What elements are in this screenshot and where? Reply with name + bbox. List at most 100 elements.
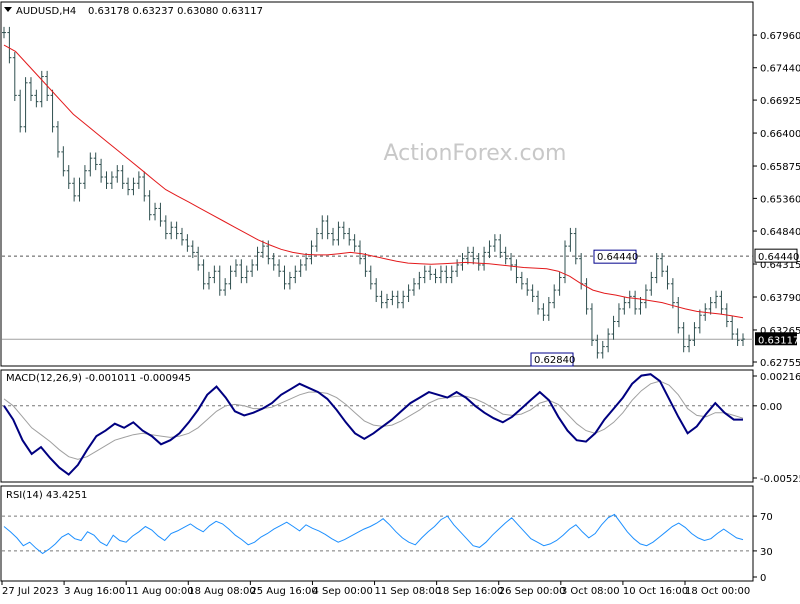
price-ohlc-text: 0.63178 0.63237 0.63080 0.63117: [88, 6, 263, 17]
rsi-ytick-label: 30: [760, 547, 773, 558]
price-bar: [217, 265, 222, 296]
price-bar: [546, 296, 551, 321]
price-bar: [174, 221, 179, 240]
price-bar: [552, 284, 557, 309]
price-bar: [595, 334, 600, 359]
price-bar: [616, 303, 621, 328]
price-bar: [741, 333, 745, 346]
x-tick-label: 11 Sep 08:00: [375, 586, 442, 597]
resistance-axis-box: [754, 248, 798, 263]
price-bar: [665, 265, 670, 290]
price-bar: [2, 26, 6, 39]
price-bar: [681, 322, 686, 353]
price-bar: [428, 265, 433, 281]
price-bar: [158, 202, 163, 227]
price-bar: [530, 284, 535, 303]
price-bar: [406, 284, 411, 303]
price-bar: [606, 328, 611, 353]
price-bar: [676, 296, 681, 334]
x-tick-label: 25 Aug 16:00: [250, 586, 317, 597]
price-bar: [358, 240, 363, 265]
price-bar: [422, 265, 427, 284]
price-bar: [93, 152, 98, 171]
price-bar: [611, 315, 616, 340]
price-bar: [622, 296, 627, 315]
price-bar: [503, 246, 508, 265]
price-bar: [379, 290, 384, 309]
price-bar: [131, 177, 136, 196]
price-bar: [126, 177, 131, 196]
price-bar: [643, 284, 648, 309]
price-ytick-label: 0.67440: [760, 64, 800, 75]
price-bar: [320, 215, 325, 240]
x-tick-label: 10 Oct 16:00: [623, 586, 688, 597]
price-bar: [77, 177, 82, 202]
price-bar: [88, 152, 93, 177]
price-bar: [309, 240, 314, 265]
price-bar: [190, 240, 195, 259]
price-bar: [471, 246, 476, 265]
macd-panel-title: MACD(12,26,9) -0.001011 -0.000945: [6, 373, 191, 384]
price-bar: [697, 309, 702, 334]
price-bar: [541, 303, 546, 321]
price-bar: [633, 290, 638, 315]
price-bar: [455, 259, 460, 277]
price-bar: [12, 52, 17, 102]
price-bar: [336, 221, 341, 246]
price-bar: [341, 221, 346, 240]
x-tick-label: 11 Aug 00:00: [126, 586, 193, 597]
price-bar: [433, 268, 438, 284]
price-bar: [196, 246, 201, 271]
price-bar: [654, 253, 659, 284]
resistance-annotation-box: [593, 249, 637, 264]
price-bar: [180, 227, 185, 246]
price-bar: [250, 259, 255, 277]
price-bar: [255, 246, 260, 271]
price-bar: [735, 328, 740, 346]
macd-layer: [2, 373, 753, 476]
price-bar: [568, 227, 573, 252]
price-bar: [498, 234, 503, 259]
price-bar: [719, 290, 724, 315]
rsi-panel-frame: [0, 485, 754, 582]
price-bar: [417, 271, 422, 290]
price-bar: [411, 278, 416, 296]
price-bar: [476, 253, 481, 271]
macd-main-line: [3, 373, 743, 476]
price-bar: [368, 265, 373, 290]
rsi-ytick-label: 70: [760, 512, 773, 523]
price-bar: [28, 77, 33, 102]
price-bar: [390, 290, 395, 306]
price-bar: [730, 315, 735, 340]
price-bar: [244, 265, 249, 284]
price-ytick-label: 0.63265: [760, 326, 800, 337]
price-bar: [536, 290, 541, 315]
price-bar: [525, 278, 530, 296]
macd-ytick-label: -0.00525: [760, 474, 800, 485]
x-tick-label: 18 Aug 08:00: [188, 586, 255, 597]
price-bar: [395, 290, 400, 309]
x-tick-label: 4 Sep 00:00: [312, 586, 372, 597]
x-tick-label: 3 Aug 16:00: [64, 586, 125, 597]
price-bar: [557, 271, 562, 296]
price-bar: [239, 259, 244, 284]
chevron-down-icon[interactable]: [4, 7, 12, 12]
price-bar: [692, 322, 697, 346]
price-bar: [293, 265, 298, 284]
price-bar: [233, 259, 238, 277]
price-ytick-label: 0.66925: [760, 96, 800, 107]
axis-layer: 0.67960 0.67440 0.66925 0.66400 0.65875 0.653…: [1, 31, 800, 597]
support-annotation: 0.62840: [534, 355, 575, 366]
price-bar: [331, 227, 336, 246]
price-bar: [147, 190, 152, 221]
x-tick-label: 18 Sep 16:00: [437, 586, 504, 597]
moving-average-line: [3, 44, 744, 319]
price-ytick-label: 0.63790: [760, 293, 800, 304]
price-bar: [66, 165, 71, 189]
price-bar: [109, 171, 114, 189]
x-tick-label: 18 Oct 00:00: [685, 586, 750, 597]
price-bar: [600, 340, 605, 359]
watermark-text: ActionForex.com: [384, 141, 567, 166]
price-bar: [163, 215, 168, 240]
